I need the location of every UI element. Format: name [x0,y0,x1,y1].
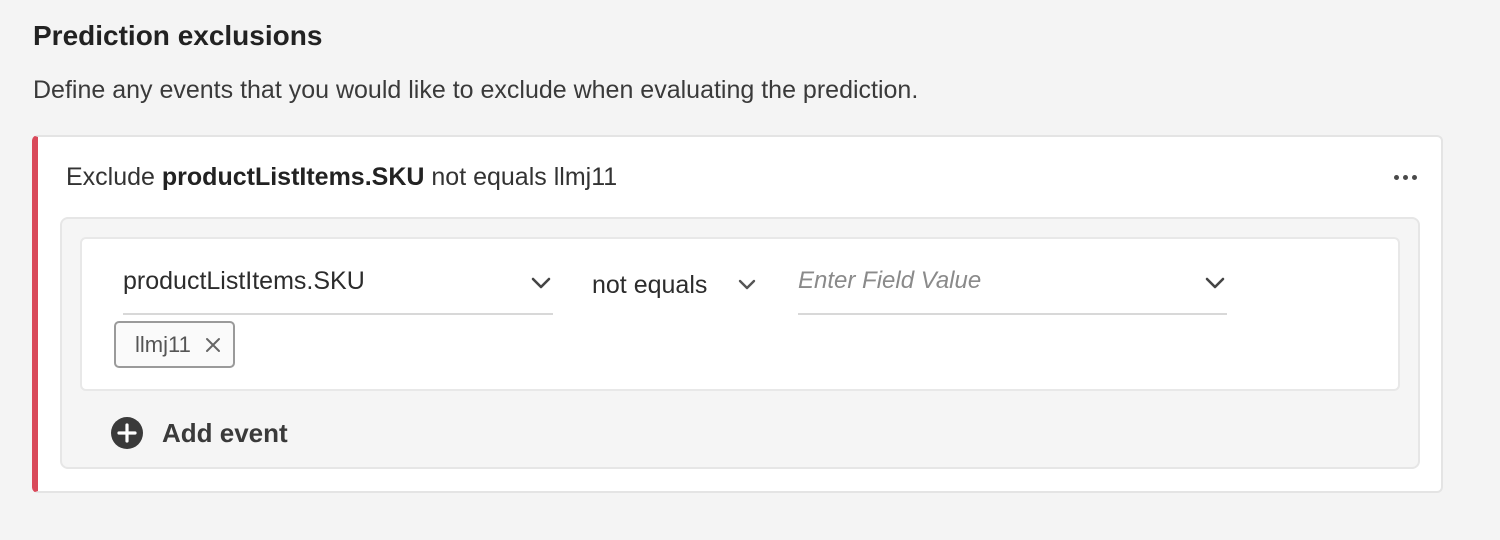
close-icon[interactable] [205,337,221,353]
chevron-down-icon[interactable] [1203,271,1227,295]
field-value-input[interactable] [798,265,1178,297]
field-value-combobox [798,253,1227,315]
event-group: productListItems.SKU not equals [60,217,1420,469]
exclusion-title-prefix: Exclude [66,163,155,191]
more-dot [1411,174,1417,180]
operator-picker-value: not equals [592,271,708,299]
more-actions-button[interactable] [1387,165,1423,189]
chevron-down-icon [531,277,551,289]
add-event-button[interactable]: Add event [110,416,288,450]
exclusion-card: Exclude productListItems.SKU not equals … [32,135,1443,493]
section-title: Prediction exclusions [33,20,323,51]
value-tag: llmj11 [114,321,235,368]
operator-picker[interactable]: not equals [592,253,762,315]
more-horizontal-icon [1393,174,1399,180]
exclusion-title-field: productListItems.SKU [161,163,425,191]
more-dot [1402,174,1408,180]
exclusion-title-suffix: not equals llmj11 [431,163,618,191]
exclusion-title: Exclude productListItems.SKU not equals … [66,163,617,192]
field-picker[interactable]: productListItems.SKU [123,253,553,315]
value-tag-label: llmj11 [135,331,191,357]
plus-circle-icon [111,417,143,449]
add-event-label: Add event [162,417,288,448]
section-description: Define any events that you would like to… [33,76,919,104]
event-rule: productListItems.SKU not equals [80,237,1400,391]
field-picker-value: productListItems.SKU [123,267,365,295]
chevron-down-icon [738,279,756,290]
